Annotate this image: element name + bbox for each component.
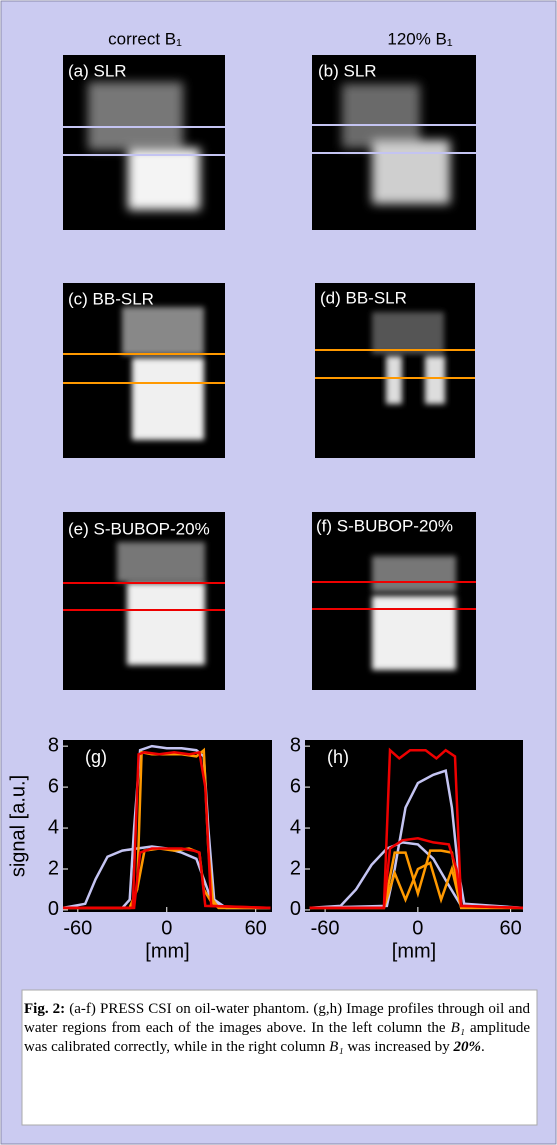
y-tick-label: 8 xyxy=(290,734,301,756)
caption-text: B₁ xyxy=(329,1039,344,1055)
panel-label: (f) S-BUBOP-20% xyxy=(316,516,453,535)
caption-text: 20% xyxy=(453,1039,482,1055)
y-axis-label: signal [a.u.] xyxy=(7,775,29,877)
x-tick-label: -60 xyxy=(63,917,92,939)
y-tick-label: 6 xyxy=(48,775,59,797)
panel-label: (a) SLR xyxy=(68,61,127,80)
x-axis-label: [mm] xyxy=(145,940,189,962)
column-header: 120% B₁ xyxy=(387,29,453,48)
y-tick-label: 4 xyxy=(48,816,59,838)
caption-text: Fig. 2: xyxy=(24,1001,66,1017)
x-tick-label: 0 xyxy=(412,917,423,939)
panel-label: (d) BB-SLR xyxy=(320,288,407,307)
panel-label: (c) BB-SLR xyxy=(68,289,154,308)
x-tick-label: -60 xyxy=(311,917,340,939)
profile-line xyxy=(309,849,523,910)
y-tick-label: 2 xyxy=(290,857,301,879)
x-tick-label: 60 xyxy=(500,917,522,939)
y-tick-label: 4 xyxy=(290,816,301,838)
plot-area xyxy=(63,740,272,912)
profile-line xyxy=(63,750,271,910)
panel-a xyxy=(63,55,225,230)
y-tick-label: 2 xyxy=(48,857,59,879)
profile-line xyxy=(63,744,271,910)
x-axis-label: [mm] xyxy=(392,940,436,962)
panel-label: (e) S-BUBOP-20% xyxy=(68,519,210,538)
profile-line xyxy=(63,847,271,910)
x-tick-label: 60 xyxy=(245,917,267,939)
plot-label: (h) xyxy=(327,747,349,767)
caption-text: B₁ xyxy=(450,1020,465,1036)
panel-b xyxy=(312,55,476,230)
caption-text: was increased by xyxy=(343,1039,454,1055)
caption-box xyxy=(21,989,538,1126)
caption-text: (a-f) PRESS CSI on oil-water phantom. (g… xyxy=(24,1001,530,1036)
profile-line xyxy=(309,841,524,910)
panel-c xyxy=(63,283,225,458)
profile-line xyxy=(309,837,524,910)
panel-e xyxy=(63,512,225,690)
panel-label: (b) SLR xyxy=(318,61,377,80)
y-tick-label: 6 xyxy=(290,775,301,797)
x-tick-label: 0 xyxy=(161,917,172,939)
y-tick-label: 8 xyxy=(48,734,59,756)
y-tick-label: 0 xyxy=(290,898,301,920)
caption: Fig. 2: (a-f) PRESS CSI on oil-water pha… xyxy=(24,1000,530,1057)
plot-label: (g) xyxy=(85,747,107,767)
profile-line xyxy=(309,861,523,910)
panel-d xyxy=(315,283,475,458)
profile-line xyxy=(309,747,524,910)
panel-f xyxy=(312,512,476,690)
caption-text: amplitude was calibrated correctly, whil… xyxy=(24,1020,530,1055)
column-header: correct B₁ xyxy=(108,29,182,48)
caption-text: . xyxy=(481,1039,485,1055)
y-tick-label: 0 xyxy=(48,898,59,920)
